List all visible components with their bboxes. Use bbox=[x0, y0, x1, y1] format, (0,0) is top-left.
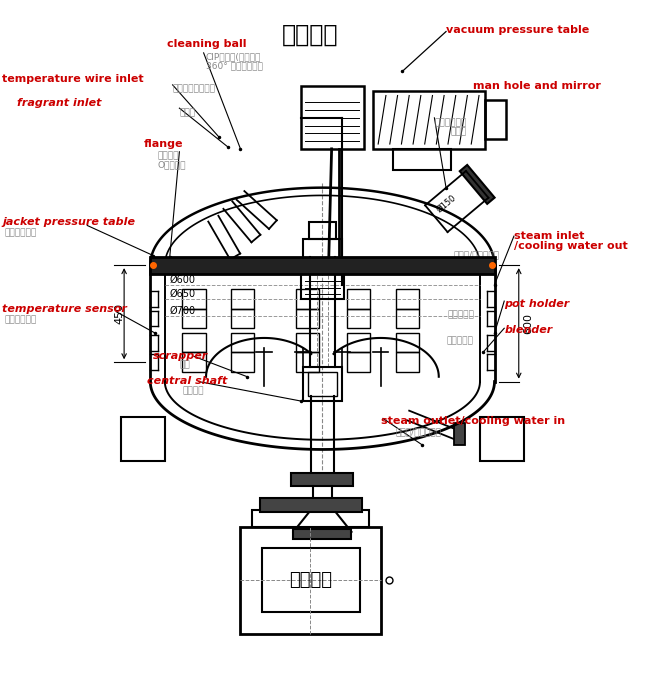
Bar bbox=[182, 333, 205, 353]
Bar bbox=[182, 353, 205, 372]
Text: 视镜压力人孔: 视镜压力人孔 bbox=[434, 118, 467, 127]
Bar bbox=[460, 165, 495, 204]
Bar bbox=[296, 309, 319, 328]
Text: vacuum pressure table: vacuum pressure table bbox=[446, 25, 590, 35]
Text: Ø600: Ø600 bbox=[170, 275, 196, 285]
Text: 悬柱支摔圈: 悬柱支摔圈 bbox=[448, 311, 475, 320]
Text: steam outlet/cooling water in: steam outlet/cooling water in bbox=[381, 415, 566, 425]
Bar bbox=[231, 309, 254, 328]
Text: 安装温度探头: 安装温度探头 bbox=[5, 316, 37, 324]
Bar bbox=[121, 417, 165, 461]
Text: man hole and mirror: man hole and mirror bbox=[473, 81, 601, 91]
Text: 均质机构: 均质机构 bbox=[289, 571, 332, 590]
Bar bbox=[260, 498, 361, 513]
Text: 搞拌外框料: 搞拌外框料 bbox=[446, 336, 473, 345]
Bar bbox=[308, 372, 337, 396]
Bar bbox=[231, 333, 254, 353]
Text: temperature wire inlet: temperature wire inlet bbox=[2, 74, 144, 84]
Bar bbox=[303, 367, 342, 401]
Bar bbox=[150, 256, 495, 274]
Text: 投料口: 投料口 bbox=[179, 108, 196, 117]
Text: 进蒸汽/出冷却水口: 进蒸汽/出冷却水口 bbox=[454, 250, 500, 260]
Text: temperature sensor: temperature sensor bbox=[2, 304, 127, 314]
Bar bbox=[309, 221, 336, 239]
Bar bbox=[454, 423, 465, 445]
Bar bbox=[393, 149, 451, 170]
Bar bbox=[291, 472, 354, 487]
Bar bbox=[182, 309, 205, 328]
Text: fragrant inlet: fragrant inlet bbox=[18, 98, 102, 108]
Bar bbox=[347, 353, 370, 372]
Bar bbox=[231, 353, 254, 372]
Text: Ø700: Ø700 bbox=[170, 306, 196, 316]
Bar bbox=[296, 353, 319, 372]
Bar bbox=[396, 353, 419, 372]
Bar bbox=[480, 417, 524, 461]
Bar bbox=[296, 333, 319, 353]
Text: 360° 旋转喷淤球）: 360° 旋转喷淤球） bbox=[205, 62, 263, 71]
Text: 搞拌机构: 搞拌机构 bbox=[282, 23, 339, 47]
Text: 尴板: 尴板 bbox=[179, 360, 190, 369]
Bar bbox=[296, 289, 319, 309]
Bar bbox=[231, 289, 254, 309]
Bar bbox=[300, 86, 363, 149]
Bar bbox=[303, 239, 342, 260]
Text: 搞拌主轴: 搞拌主轴 bbox=[182, 386, 204, 396]
Bar bbox=[347, 309, 370, 328]
Text: 450: 450 bbox=[114, 303, 124, 324]
Bar bbox=[396, 309, 419, 328]
Text: CIP清洗口(锅内安装: CIP清洗口(锅内安装 bbox=[205, 52, 261, 61]
Bar bbox=[252, 509, 369, 527]
Bar bbox=[347, 333, 370, 353]
Bar bbox=[373, 91, 485, 149]
Bar bbox=[293, 529, 352, 538]
Bar bbox=[347, 289, 370, 309]
Text: 升降法兰: 升降法兰 bbox=[157, 152, 179, 161]
Text: flange: flange bbox=[144, 139, 183, 149]
Text: pot holder: pot holder bbox=[504, 299, 569, 309]
Text: blender: blender bbox=[504, 325, 552, 335]
Text: 可翻开: 可翻开 bbox=[451, 128, 467, 137]
Text: Ø650: Ø650 bbox=[170, 289, 196, 299]
Text: cleaning ball: cleaning ball bbox=[167, 39, 246, 49]
Text: central shaft: central shaft bbox=[148, 376, 228, 386]
Bar bbox=[262, 548, 359, 612]
Text: 出蒸汽/进冷却水口: 出蒸汽/进冷却水口 bbox=[396, 427, 441, 436]
Text: jacket pressure table: jacket pressure table bbox=[2, 217, 135, 227]
Text: 安装压力表口: 安装压力表口 bbox=[5, 228, 37, 238]
Text: 600: 600 bbox=[524, 313, 534, 334]
Text: O型密封圈: O型密封圈 bbox=[157, 160, 186, 170]
Text: scrapper: scrapper bbox=[153, 351, 209, 361]
Bar bbox=[485, 100, 506, 139]
Bar bbox=[240, 527, 381, 634]
Bar bbox=[396, 289, 419, 309]
Text: steam inlet: steam inlet bbox=[514, 232, 584, 242]
Bar bbox=[396, 333, 419, 353]
Bar bbox=[182, 289, 205, 309]
Text: /cooling water out: /cooling water out bbox=[514, 241, 628, 251]
Bar bbox=[301, 272, 344, 299]
Text: 安装温度探头线用: 安装温度探头线用 bbox=[173, 84, 216, 93]
Text: Ø150: Ø150 bbox=[435, 194, 458, 215]
